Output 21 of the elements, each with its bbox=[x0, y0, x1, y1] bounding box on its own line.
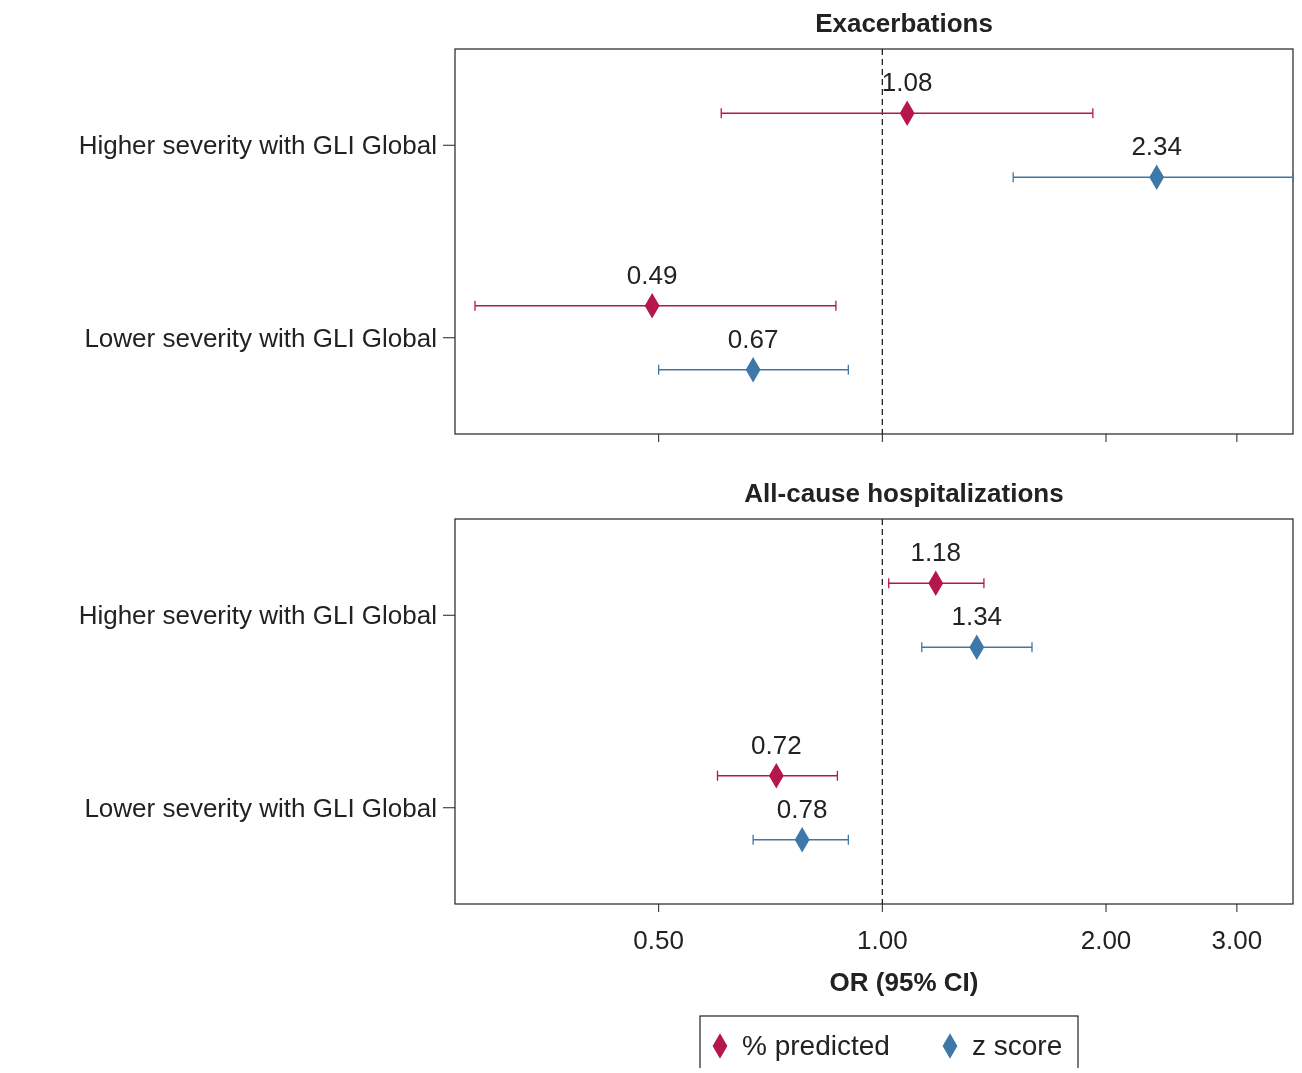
legend-label: % predicted bbox=[742, 1030, 890, 1061]
y-tick-label: Higher severity with GLI Global bbox=[78, 130, 437, 161]
x-tick-label: 1.00 bbox=[857, 925, 908, 955]
data-label: 1.18 bbox=[910, 537, 962, 568]
y-tick-label: Higher severity with GLI Global bbox=[78, 600, 437, 631]
y-tick-label: Lower severity with GLI Global bbox=[84, 792, 437, 823]
data-label: 1.08 bbox=[881, 67, 933, 98]
x-axis-title: OR (95% CI) bbox=[829, 967, 979, 997]
data-label: 0.78 bbox=[776, 793, 828, 824]
chart-title: All-cause hospitalizations bbox=[744, 478, 1064, 508]
data-label: 1.34 bbox=[951, 601, 1003, 632]
chart-title: Exacerbations bbox=[815, 8, 993, 38]
data-label: 0.49 bbox=[626, 259, 678, 290]
x-tick-label: 3.00 bbox=[1211, 925, 1263, 955]
data-label: 0.67 bbox=[727, 323, 779, 354]
data-label: 0.72 bbox=[751, 729, 802, 760]
x-tick-label: 0.50 bbox=[633, 925, 684, 955]
legend-label: z score bbox=[972, 1030, 1063, 1061]
y-tick-label: Lower severity with GLI Global bbox=[84, 322, 437, 353]
x-tick-label: 2.00 bbox=[1080, 925, 1132, 955]
data-label: 2.34 bbox=[1131, 131, 1182, 162]
